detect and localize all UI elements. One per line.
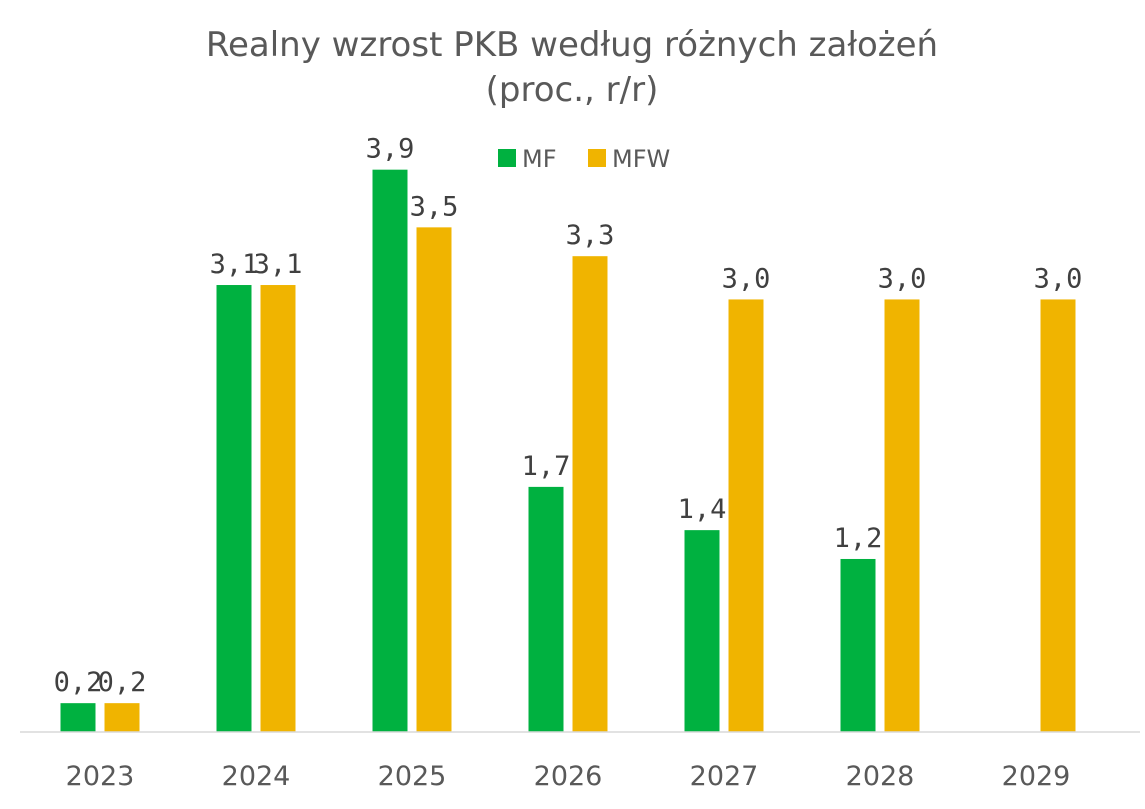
data-label-mfw: 3,1	[254, 249, 303, 280]
bar-mfw	[416, 227, 452, 733]
bar-mf	[684, 530, 720, 732]
bar-mfw	[1040, 299, 1076, 732]
data-label-mfw: 3,3	[566, 220, 615, 251]
chart-subtitle: (proc., r/r)	[486, 70, 659, 110]
bar-mfw	[884, 299, 920, 732]
x-tick-label: 2028	[846, 761, 915, 792]
x-tick-label: 2023	[66, 761, 135, 792]
legend: MF MFW	[498, 145, 670, 173]
data-label-mfw: 0,2	[98, 667, 147, 698]
x-tick-label: 2027	[690, 761, 759, 792]
data-label-mfw: 3,0	[722, 263, 771, 294]
bar-mf	[216, 285, 252, 732]
data-label-mf: 1,7	[522, 451, 571, 482]
bar-mf	[528, 486, 564, 732]
data-label-mf: 1,4	[678, 494, 727, 525]
data-label-mf: 3,1	[210, 249, 259, 280]
bar-mfw	[728, 299, 764, 732]
bar-mfw	[104, 703, 140, 732]
bar-mfw	[260, 285, 296, 732]
x-axis-ticks: 2023 2024 2025 2026 2027 2028 2029	[66, 761, 1071, 792]
bars-group: 0,20,2 3,13,1 3,9 3,5 1,7 3,3 1,4 3,0 1,2 3,0 3,0	[54, 134, 1083, 733]
legend-label-mfw: MFW	[612, 145, 670, 173]
data-label-mf: 3,9	[366, 134, 415, 165]
data-label-mf: 0,2	[54, 667, 103, 698]
bar-mf	[840, 558, 876, 732]
legend-swatch-mf	[498, 149, 516, 167]
x-tick-label: 2026	[534, 761, 603, 792]
bar-mf	[372, 169, 408, 732]
data-label-mfw: 3,0	[1034, 263, 1083, 294]
bar-mf	[60, 703, 96, 732]
data-label-mf: 1,2	[834, 523, 883, 554]
x-tick-label: 2025	[378, 761, 447, 792]
chart-title: Realny wzrost PKB według różnych założeń	[206, 25, 938, 65]
legend-swatch-mfw	[588, 149, 606, 167]
bar-mfw	[572, 256, 608, 732]
data-label-mfw: 3,5	[410, 191, 459, 222]
data-label-mfw: 3,0	[878, 263, 927, 294]
x-tick-label: 2029	[1002, 761, 1071, 792]
x-tick-label: 2024	[222, 761, 291, 792]
legend-label-mf: MF	[522, 145, 557, 173]
